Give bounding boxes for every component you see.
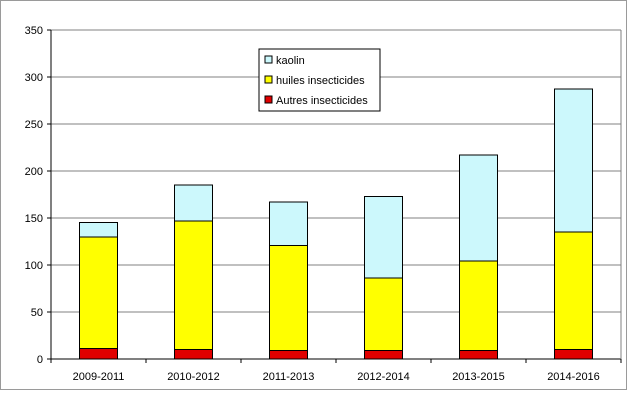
legend-label-kaolin: kaolin bbox=[276, 55, 305, 67]
bar-segment-autres-insecticides-2011-2013 bbox=[269, 350, 308, 360]
ticks-layer: 0 50 100 150 200 250 300 350 2009-2011 2010-2012 2… bbox=[25, 25, 622, 383]
y-tick-label: 0 bbox=[37, 354, 43, 366]
bar-segment-huiles-insecticides-2011-2013 bbox=[269, 244, 308, 352]
x-tick-label: 2013-2015 bbox=[452, 371, 505, 383]
legend-swatch-huiles-insecticides bbox=[264, 75, 273, 84]
y-tick-label: 300 bbox=[25, 72, 43, 84]
y-tick-label: 350 bbox=[25, 25, 43, 37]
y-tick-label: 100 bbox=[25, 260, 43, 272]
x-tick-label: 2009-2011 bbox=[73, 371, 125, 383]
legend-box bbox=[258, 48, 381, 112]
legend-swatch-kaolin bbox=[264, 55, 273, 64]
bar-segment-kaolin-2011-2013 bbox=[269, 201, 308, 246]
bars-layer bbox=[79, 88, 593, 360]
legend-swatch-autres-insecticides bbox=[264, 95, 273, 104]
bar-segment-autres-insecticides-2012-2014 bbox=[364, 350, 403, 360]
bar-segment-autres-insecticides-2013-2015 bbox=[459, 350, 498, 360]
bar-segment-autres-insecticides-2009-2011 bbox=[79, 348, 118, 360]
bar-segment-kaolin-2012-2014 bbox=[364, 195, 403, 279]
bar-segment-huiles-insecticides-2010-2012 bbox=[174, 220, 213, 351]
bar-segment-autres-insecticides-2014-2016 bbox=[554, 349, 593, 360]
y-tick-label: 50 bbox=[31, 307, 43, 319]
bar-segment-kaolin-2013-2015 bbox=[459, 154, 498, 262]
bar-segment-huiles-insecticides-2014-2016 bbox=[554, 231, 593, 351]
y-tick-label: 200 bbox=[25, 166, 43, 178]
y-tick-label: 150 bbox=[25, 213, 43, 225]
bar-segment-autres-insecticides-2010-2012 bbox=[174, 349, 213, 360]
x-tick-label: 2011-2013 bbox=[263, 371, 315, 383]
y-tick-label: 250 bbox=[25, 119, 43, 131]
bar-segment-huiles-insecticides-2013-2015 bbox=[459, 260, 498, 352]
legend-label-huiles-insecticides: huiles insecticides bbox=[276, 75, 365, 87]
legend-label-autres-insecticides: Autres insecticides bbox=[276, 95, 368, 107]
bar-segment-kaolin-2009-2011 bbox=[79, 222, 118, 238]
x-tick-label: 2014-2016 bbox=[547, 371, 600, 383]
bar-segment-huiles-insecticides-2012-2014 bbox=[364, 277, 403, 352]
x-tick-label: 2012-2014 bbox=[357, 371, 410, 383]
legend: kaolin huiles insecticides Autres insectic… bbox=[258, 48, 381, 112]
bar-segment-huiles-insecticides-2009-2011 bbox=[79, 236, 118, 350]
bar-segment-kaolin-2014-2016 bbox=[554, 88, 593, 233]
x-tick-label: 2010-2012 bbox=[167, 371, 220, 383]
bar-segment-kaolin-2010-2012 bbox=[174, 184, 213, 222]
